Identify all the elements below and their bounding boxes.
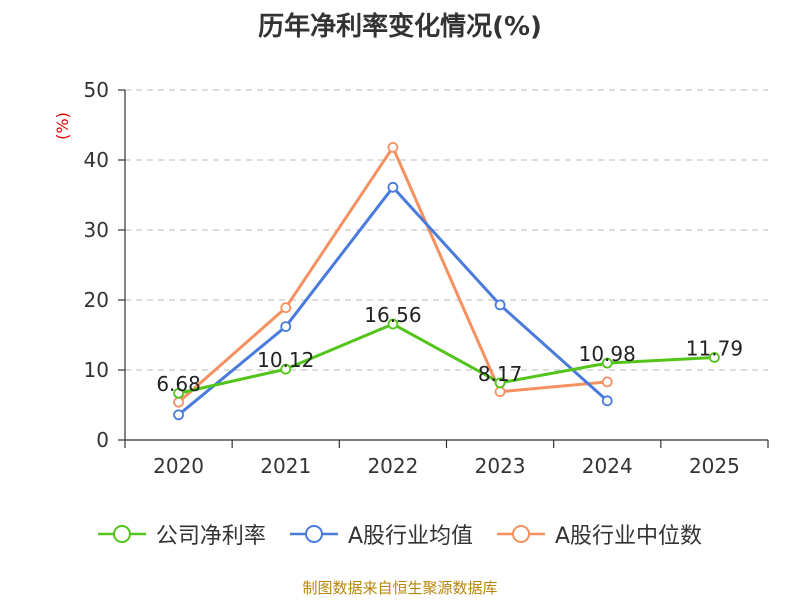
legend-label: A股行业均值	[347, 524, 473, 549]
series-line	[177, 185, 609, 416]
legend: 公司净利率 A股行业均值 A股行业中位数	[0, 518, 800, 550]
data-point	[280, 321, 292, 333]
data-label: 11.79	[686, 336, 743, 360]
y-tick-label: 30	[84, 218, 109, 242]
legend-swatch-icon	[289, 525, 338, 543]
y-tick-label: 20	[84, 288, 109, 312]
x-tick-label: 2023	[475, 454, 526, 478]
legend-swatch-icon	[497, 525, 545, 543]
data-point	[173, 387, 184, 399]
legend-item[interactable]: A股行业中位数	[497, 518, 702, 550]
data-point	[709, 352, 720, 363]
y-tick-label: 40	[84, 148, 109, 172]
data-label: 10.12	[257, 348, 314, 372]
data-point	[280, 302, 292, 314]
chart-title: 历年净利率变化情况(%)	[258, 12, 542, 42]
legend-swatch-icon	[97, 525, 146, 543]
x-tick-label: 2024	[582, 454, 633, 478]
data-point	[601, 395, 613, 407]
legend-label: A股行业中位数	[555, 524, 703, 549]
data-label: 10.98	[579, 342, 636, 366]
x-tick-label: 2020	[153, 454, 204, 478]
data-point	[280, 363, 292, 375]
data-point	[173, 409, 184, 421]
data-label: 16.56	[364, 303, 421, 327]
source-note: 制图数据来自恒生聚源数据库	[302, 579, 498, 597]
data-point	[387, 141, 399, 153]
legend-item[interactable]: 公司净利率	[97, 518, 266, 550]
data-point	[601, 357, 613, 369]
data-point	[387, 181, 399, 193]
x-tick-label: 2021	[260, 454, 311, 478]
data-point	[601, 376, 613, 388]
data-point	[494, 386, 506, 398]
y-tick-label: 50	[84, 78, 109, 102]
data-point	[494, 299, 506, 311]
data-label: 6.68	[156, 372, 201, 396]
y-tick-label: 0	[96, 428, 109, 452]
legend-label: 公司净利率	[155, 524, 266, 549]
x-tick-label: 2025	[689, 454, 740, 478]
y-axis-label: (%)	[53, 112, 72, 140]
data-label: 8.17	[478, 362, 523, 386]
data-point	[387, 318, 399, 330]
x-tick-label: 2022	[367, 454, 418, 478]
data-point	[494, 377, 506, 389]
series-line	[178, 322, 715, 395]
y-tick-label: 10	[84, 358, 109, 382]
legend-item[interactable]: A股行业均值	[289, 518, 473, 550]
data-point	[173, 396, 184, 408]
